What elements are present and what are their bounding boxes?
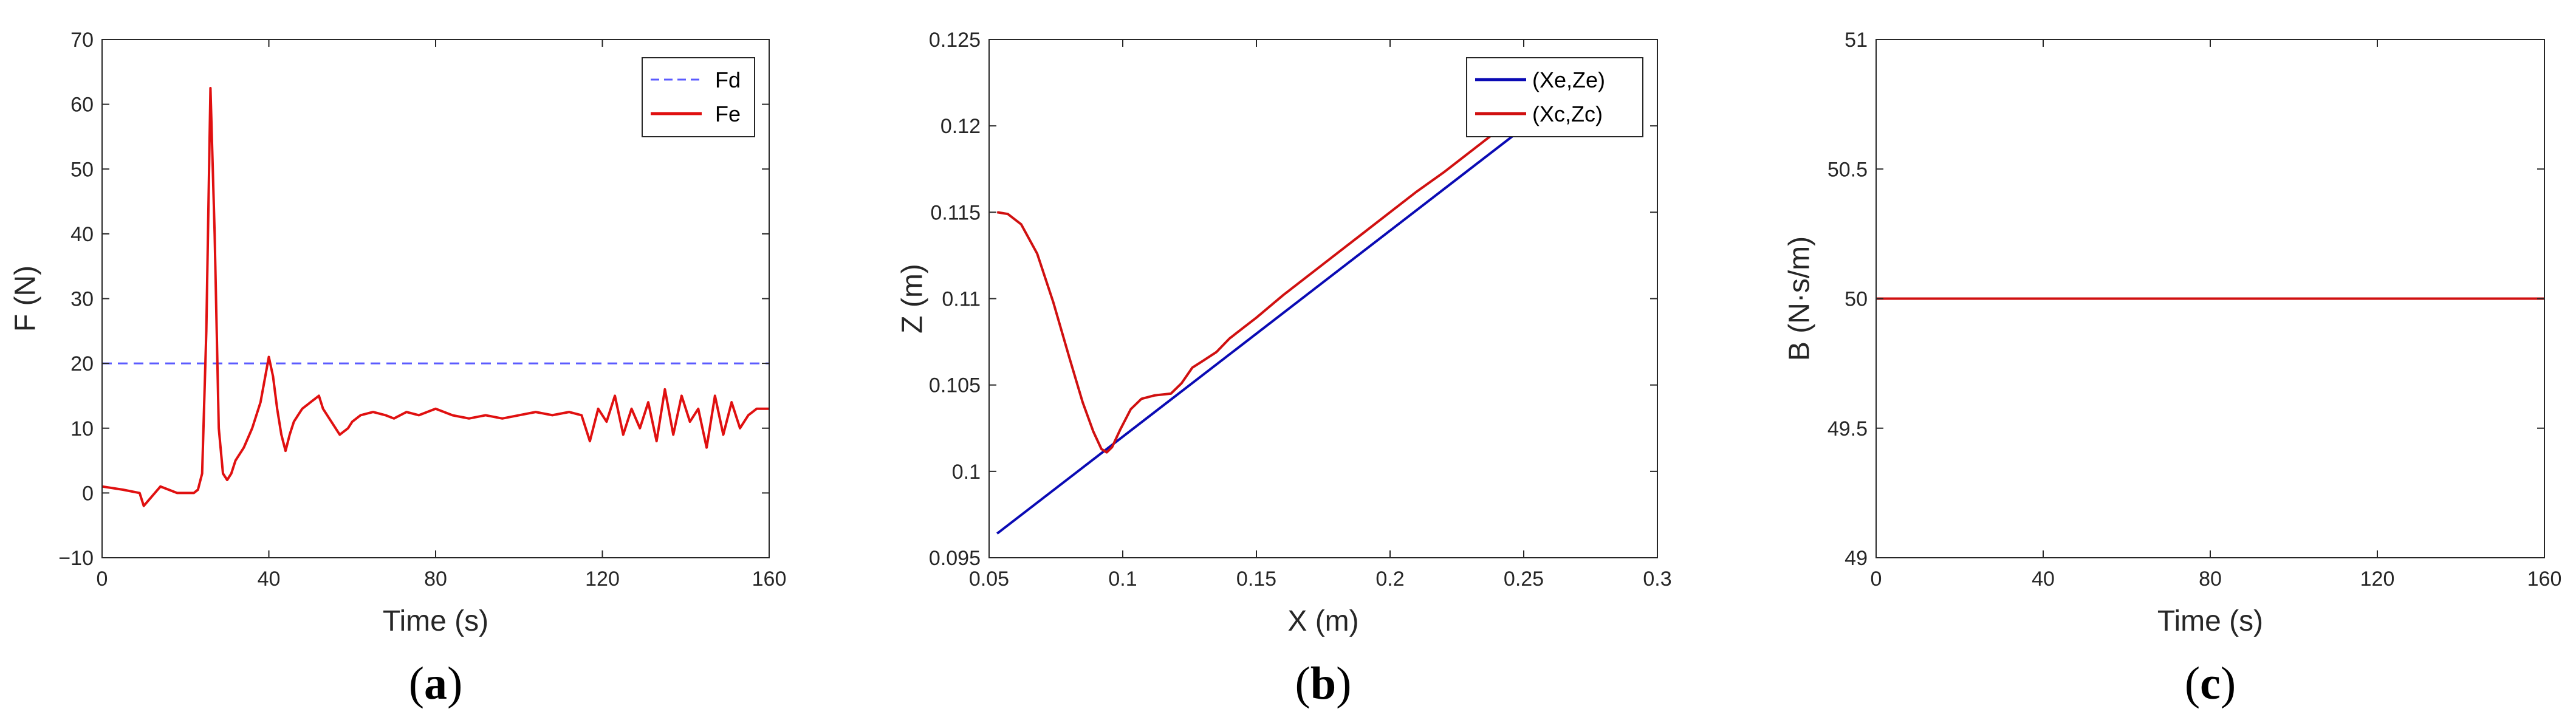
x-tick-label: 0 [97, 567, 108, 591]
y-tick-label: 49 [1845, 547, 1868, 570]
y-tick-label: 50 [70, 158, 94, 181]
legend: Fd Fe [642, 57, 755, 137]
y-tick-label: 60 [70, 94, 94, 117]
y-axis-label: F (N) [10, 266, 42, 332]
y-tick-label: 10 [70, 417, 94, 440]
y-tick-label: 50.5 [1828, 158, 1868, 181]
x-tick-label: 80 [424, 567, 447, 591]
y-tick-label: 49.5 [1828, 417, 1868, 440]
legend-entry: (Xc,Zc) [1532, 101, 1603, 126]
legend: (Xe,Ze) (Xc,Zc) [1466, 57, 1643, 137]
chart-c: 0 40 80 120 160 49 49.5 50 50.5 51 Time (s) B (N·s/… [1784, 29, 2562, 709]
x-tick-label: 40 [258, 567, 281, 591]
series-line-xeze-b [996, 116, 1538, 535]
x-tick-label: 80 [2199, 567, 2222, 591]
x-tick-label: 0.25 [1504, 567, 1544, 591]
y-tick-label: 50 [1845, 288, 1868, 311]
y-tick-label: 70 [70, 29, 94, 52]
chart-b: 0.05 0.1 0.15 0.2 0.25 0.3 0.095 0.1 0.105 0.11 0.… [897, 29, 1672, 709]
y-tick-label: 40 [70, 223, 94, 246]
x-tick-label: 0.1 [1108, 567, 1137, 591]
x-tick-label: 0.15 [1236, 567, 1276, 591]
panel-label: (a) [409, 658, 463, 709]
y-tick-label: 51 [1845, 29, 1868, 52]
y-tick-label: 0.095 [929, 547, 981, 570]
panel-label: (c) [2185, 658, 2236, 709]
x-axis-label: Time (s) [383, 605, 488, 637]
y-tick-label: 0.125 [929, 29, 981, 52]
x-tick-label: 0.05 [969, 567, 1009, 591]
y-tick-label: 0.1 [952, 461, 981, 484]
x-tick-label: 0.3 [1643, 567, 1671, 591]
y-tick-label: −10 [58, 547, 94, 570]
y-tick-label: 20 [70, 352, 94, 375]
x-tick-label: 160 [2527, 567, 2562, 591]
y-tick-label: 0 [82, 482, 94, 505]
x-tick-label: 40 [2032, 567, 2055, 591]
y-axis-label: Z (m) [897, 264, 929, 334]
panel-label: (b) [1295, 658, 1352, 709]
legend-entry: (Xe,Ze) [1532, 67, 1605, 92]
x-axis-label: Time (s) [2157, 605, 2263, 637]
y-tick-label: 0.115 [930, 201, 981, 224]
y-axis-label: B (N·s/m) [1784, 236, 1816, 361]
y-tick-label: 0.11 [942, 288, 981, 311]
x-tick-label: 0.2 [1375, 567, 1404, 591]
legend-box [1466, 57, 1643, 137]
series-line-fe-a [101, 87, 769, 507]
y-tick-label: 0.12 [940, 115, 981, 138]
y-tick-label: 30 [70, 288, 94, 311]
legend-box [642, 57, 755, 137]
x-axis-label: X (m) [1287, 605, 1358, 637]
legend-entry: Fe [715, 101, 741, 126]
y-tick-label: 0.105 [929, 374, 981, 397]
series-line-xczc-b [996, 99, 1538, 454]
legend-entry: Fd [715, 67, 741, 92]
x-tick-label: 0 [1871, 567, 1882, 591]
x-tick-label: 160 [752, 567, 787, 591]
x-tick-label: 120 [2360, 567, 2395, 591]
x-tick-label: 120 [585, 567, 620, 591]
